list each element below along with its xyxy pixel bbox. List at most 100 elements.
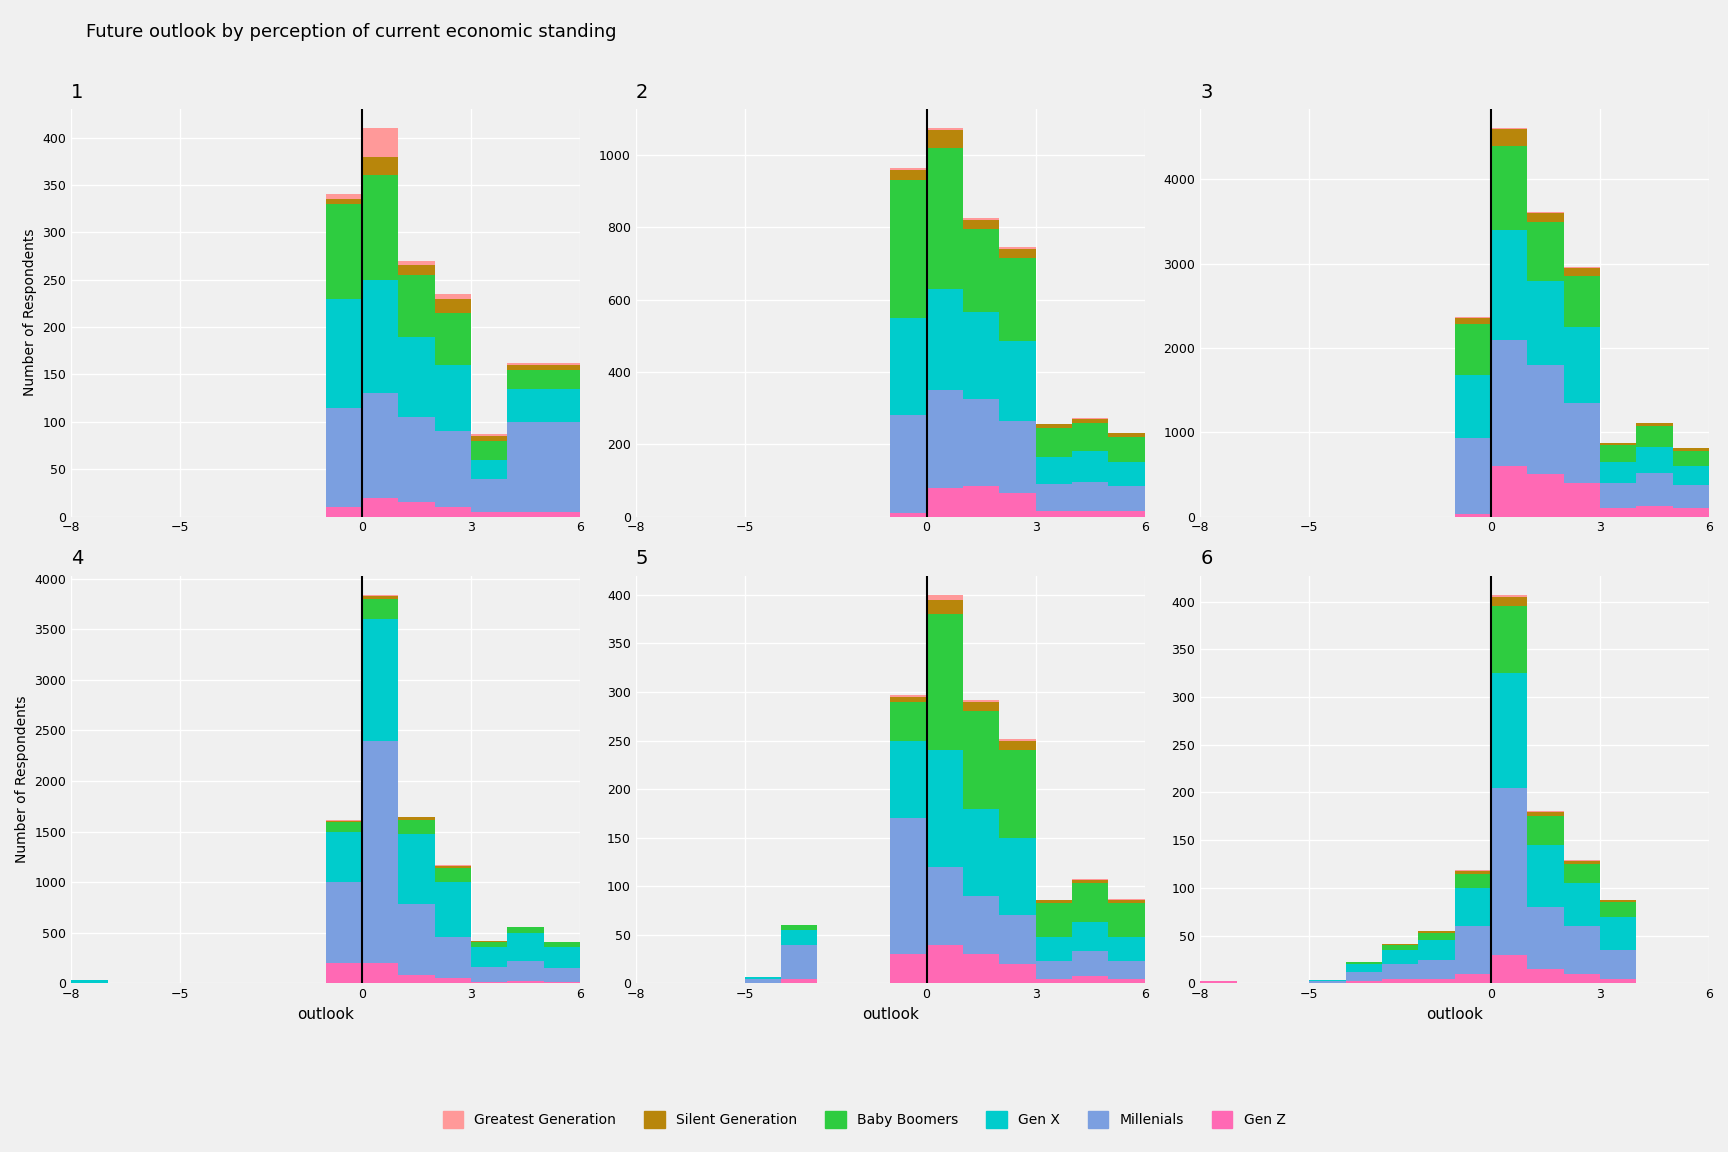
Bar bbox=[1636, 472, 1673, 507]
Bar bbox=[999, 750, 1035, 838]
Bar bbox=[999, 248, 1035, 249]
Bar bbox=[363, 741, 399, 963]
Bar bbox=[435, 978, 472, 984]
Bar bbox=[1491, 594, 1528, 597]
Bar bbox=[363, 128, 399, 157]
Bar bbox=[508, 961, 544, 982]
Bar bbox=[1108, 961, 1144, 978]
Bar bbox=[1564, 276, 1600, 327]
Bar bbox=[962, 219, 999, 220]
Bar bbox=[1491, 955, 1528, 984]
Bar bbox=[890, 818, 926, 954]
Bar bbox=[435, 938, 472, 978]
Text: 5: 5 bbox=[636, 550, 648, 568]
Bar bbox=[1108, 437, 1144, 462]
Bar bbox=[1636, 423, 1673, 426]
Bar bbox=[962, 712, 999, 809]
Bar bbox=[1600, 917, 1636, 950]
Bar bbox=[1564, 268, 1600, 276]
Text: 3: 3 bbox=[1201, 83, 1213, 101]
Bar bbox=[1035, 511, 1071, 516]
Bar bbox=[1419, 940, 1455, 960]
Bar bbox=[508, 933, 544, 961]
Bar bbox=[544, 422, 581, 511]
Bar bbox=[1071, 880, 1108, 884]
Bar bbox=[435, 881, 472, 938]
Bar bbox=[926, 130, 962, 147]
Bar bbox=[363, 280, 399, 393]
Bar bbox=[1071, 483, 1108, 511]
Bar bbox=[399, 502, 435, 516]
Bar bbox=[1600, 950, 1636, 978]
Bar bbox=[435, 298, 472, 313]
Bar bbox=[544, 942, 581, 947]
Bar bbox=[1636, 507, 1673, 516]
Bar bbox=[1346, 964, 1382, 972]
Bar bbox=[508, 927, 544, 933]
Text: 2: 2 bbox=[636, 83, 648, 101]
Bar bbox=[1455, 888, 1491, 926]
Bar bbox=[472, 460, 508, 478]
Bar bbox=[1419, 978, 1455, 984]
Bar bbox=[962, 229, 999, 312]
Bar bbox=[363, 393, 399, 498]
Bar bbox=[472, 947, 508, 967]
Bar bbox=[399, 819, 435, 834]
Bar bbox=[363, 599, 399, 620]
Bar bbox=[926, 594, 962, 600]
Bar bbox=[962, 220, 999, 229]
Bar bbox=[1071, 923, 1108, 952]
Bar bbox=[435, 507, 472, 516]
Bar bbox=[1564, 403, 1600, 483]
Bar bbox=[1564, 926, 1600, 973]
Bar bbox=[435, 431, 472, 507]
Legend: Greatest Generation, Silent Generation, Baby Boomers, Gen X, Millenials, Gen Z: Greatest Generation, Silent Generation, … bbox=[437, 1106, 1291, 1134]
Bar bbox=[999, 420, 1035, 493]
Bar bbox=[999, 964, 1035, 984]
Bar bbox=[1201, 982, 1237, 984]
Bar bbox=[1108, 486, 1144, 511]
Bar bbox=[1035, 978, 1071, 984]
Bar bbox=[1528, 907, 1564, 969]
Bar bbox=[926, 391, 962, 487]
Bar bbox=[1071, 419, 1108, 423]
Bar bbox=[508, 422, 544, 511]
Bar bbox=[325, 195, 363, 199]
Bar bbox=[544, 947, 581, 968]
Bar bbox=[999, 916, 1035, 964]
Bar bbox=[325, 821, 363, 832]
Bar bbox=[1528, 281, 1564, 365]
Bar bbox=[1310, 982, 1346, 984]
Bar bbox=[1108, 903, 1144, 937]
Bar bbox=[472, 942, 508, 947]
Bar bbox=[1564, 862, 1600, 864]
Bar bbox=[71, 980, 107, 983]
Bar bbox=[1564, 973, 1600, 984]
Bar bbox=[544, 370, 581, 388]
Bar bbox=[363, 175, 399, 280]
X-axis label: outlook: outlook bbox=[297, 1007, 354, 1022]
Bar bbox=[1600, 462, 1636, 483]
Bar bbox=[1455, 376, 1491, 438]
Bar bbox=[781, 978, 817, 984]
Bar bbox=[890, 416, 926, 513]
Bar bbox=[781, 925, 817, 930]
Bar bbox=[1491, 465, 1528, 516]
Bar bbox=[890, 168, 926, 169]
Bar bbox=[363, 157, 399, 175]
Bar bbox=[926, 866, 962, 945]
X-axis label: outlook: outlook bbox=[1426, 1007, 1483, 1022]
Bar bbox=[1491, 129, 1528, 146]
Bar bbox=[781, 945, 817, 978]
Bar bbox=[1035, 903, 1071, 937]
Bar bbox=[325, 298, 363, 408]
Bar bbox=[1455, 438, 1491, 514]
Bar bbox=[399, 904, 435, 976]
Bar bbox=[1528, 969, 1564, 984]
Bar bbox=[472, 435, 508, 441]
Bar bbox=[544, 511, 581, 516]
Bar bbox=[962, 702, 999, 712]
Bar bbox=[363, 620, 399, 741]
Bar bbox=[472, 434, 508, 435]
Bar bbox=[1071, 452, 1108, 483]
